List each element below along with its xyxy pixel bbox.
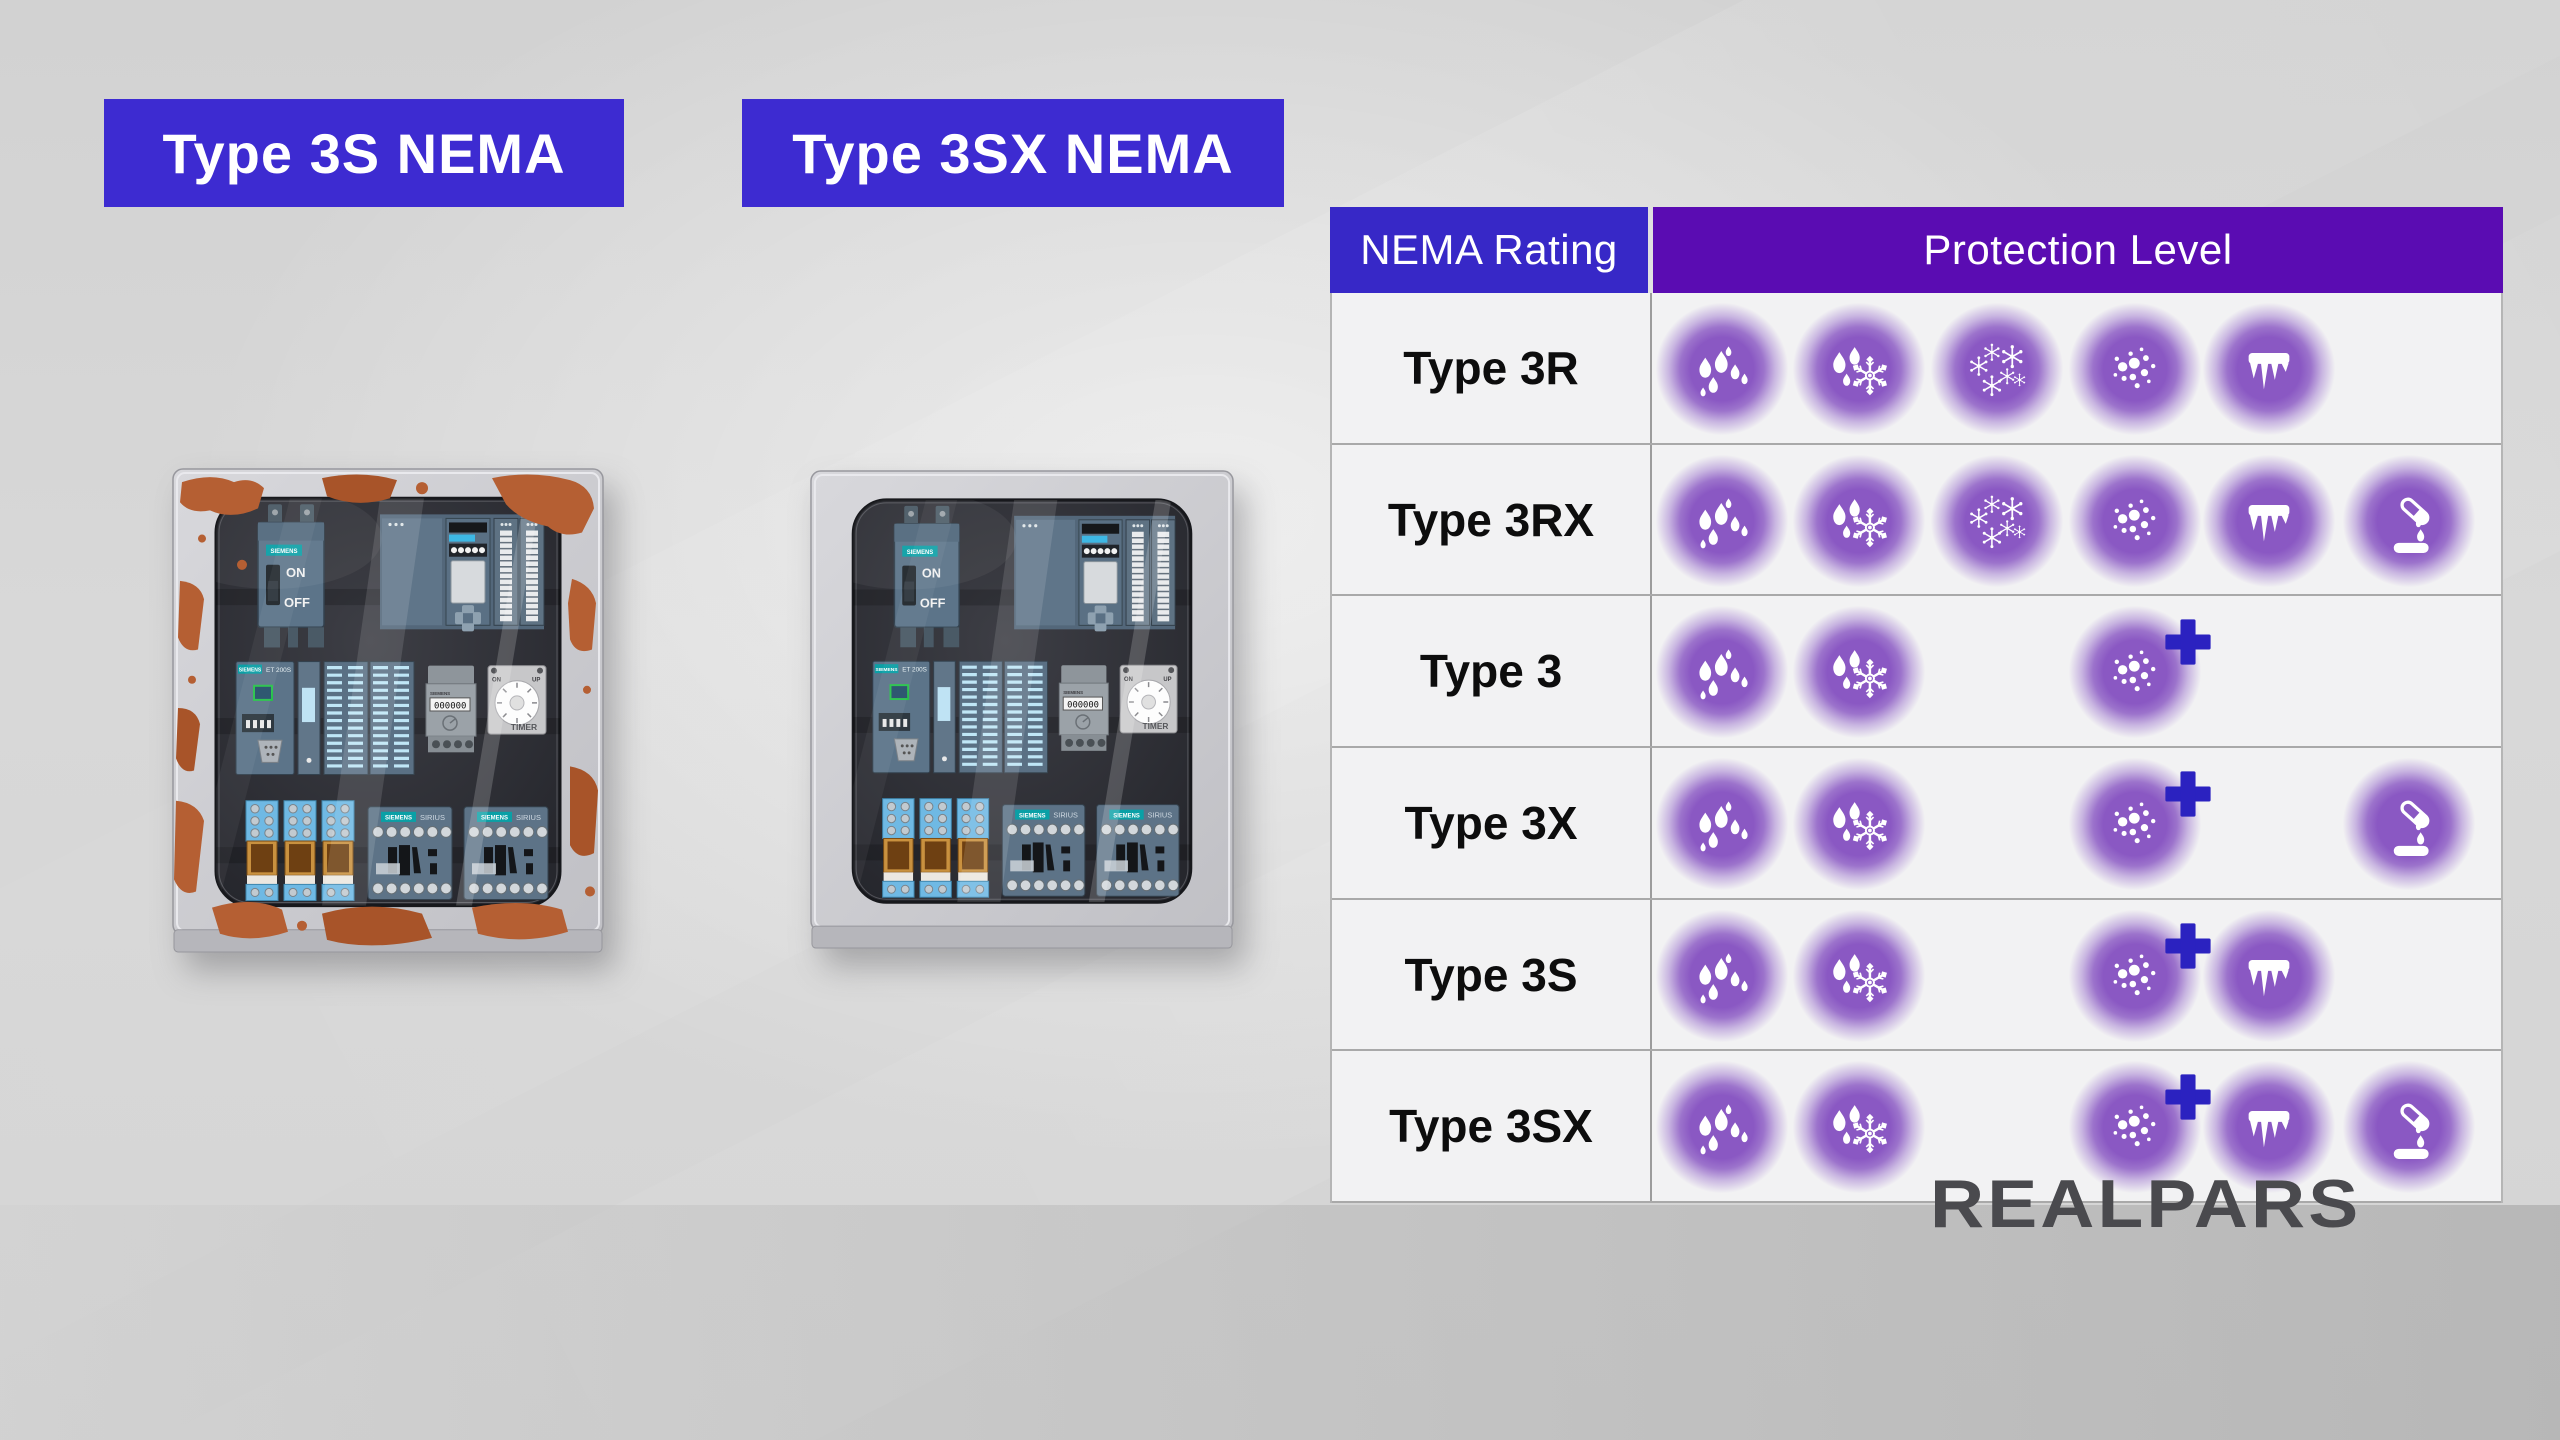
table-row: Type 3R [1332,293,2501,445]
rain-icon [1656,909,1788,1042]
row-protection-icons [1652,596,2501,746]
table-row: Type 3RX [1332,444,2501,597]
corrosion-icon [2343,758,2475,891]
nema-protection-table: NEMA Rating Protection Level Type 3R Type… [1330,207,2503,1204]
plus-icon [2160,766,2216,822]
header-protection-level: Protection Level [1653,207,2503,293]
row-label: Type 3R [1332,293,1652,443]
realpars-watermark: REALPARS [1930,1166,2362,1243]
header-nema-rating: NEMA Rating [1330,207,1648,293]
ice-icon [2203,1061,2335,1194]
sleet-icon [1793,606,1925,739]
corrosion-icon [2343,1061,2475,1194]
row-protection-icons [1652,900,2501,1050]
row-label: Type 3RX [1332,444,1652,595]
rain-icon [1656,758,1788,891]
corrosion-icon [2343,454,2475,587]
bottom-shadow-band [0,1205,2560,1440]
row-label: Type 3S [1332,899,1652,1050]
dust-icon [2069,1061,2201,1194]
snow-icon [1931,303,2063,435]
table-row: Type 3 [1332,596,2501,749]
row-protection-icons [1652,1051,2501,1201]
dust-icon [2069,606,2201,739]
ice-icon [2203,909,2335,1042]
rain-icon [1656,1061,1788,1194]
snow-icon [1931,454,2063,587]
sleet-icon [1793,1061,1925,1194]
dust-icon [2069,909,2201,1042]
dust-icon [2069,454,2201,587]
row-label: Type 3X [1332,748,1652,898]
table-body: Type 3R Type 3RX Type 3 Type 3X Type 3S Type … [1330,293,2503,1204]
row-label: Type 3SX [1332,1051,1652,1202]
sleet-icon [1793,454,1925,587]
sleet-icon [1793,758,1925,891]
dust-icon [2069,303,2201,435]
row-protection-icons [1652,748,2501,898]
ice-icon [2203,454,2335,587]
sleet-icon [1793,909,1925,1042]
rain-icon [1656,454,1788,587]
table-row: Type 3X [1332,748,2501,900]
table-header: NEMA Rating Protection Level [1330,207,2503,293]
plus-icon [2160,614,2216,670]
sleet-icon [1793,303,1925,435]
dust-icon [2069,758,2201,891]
row-label: Type 3 [1332,596,1652,747]
ice-icon [2203,303,2335,435]
table-row: Type 3S [1332,899,2501,1052]
table-row: Type 3SX [1332,1051,2501,1204]
row-protection-icons [1652,445,2501,595]
clean-enclosure-illustration [810,470,1234,954]
rain-icon [1656,303,1788,435]
banner-type-3s-nema: Type 3S NEMA [104,99,624,207]
row-protection-icons [1652,293,2501,443]
rain-icon [1656,606,1788,739]
banner-type-3sx-nema: Type 3SX NEMA [742,99,1284,207]
rusted-enclosure-illustration [172,468,604,958]
